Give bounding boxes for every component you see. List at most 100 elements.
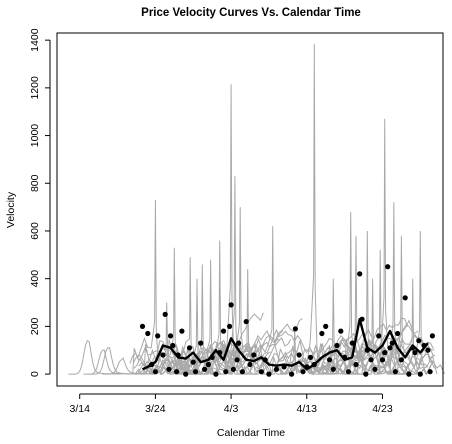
data-point	[330, 366, 336, 372]
data-point	[227, 323, 233, 329]
chart-title: Price Velocity Curves Vs. Calendar Time	[141, 7, 361, 19]
data-point	[359, 316, 365, 322]
data-point	[243, 319, 249, 325]
x-tick-label: 4/13	[297, 403, 318, 415]
data-point	[296, 352, 302, 358]
data-point	[427, 369, 433, 375]
data-point	[398, 357, 404, 363]
data-point	[311, 361, 317, 368]
individual-curve	[293, 357, 364, 375]
individual-curve	[134, 355, 211, 376]
y-axis: 0 200 400 600 800 1000 1200 1400	[29, 28, 51, 377]
data-point	[205, 361, 211, 368]
data-point	[363, 371, 369, 377]
y-tick-label: 400	[29, 270, 41, 288]
x-tick-label: 3/14	[69, 403, 90, 415]
data-point	[412, 350, 418, 356]
data-point	[338, 328, 344, 334]
individual-curve	[68, 339, 122, 375]
data-point	[166, 366, 172, 372]
data-point	[266, 371, 272, 377]
data-point	[326, 357, 333, 363]
data-point	[213, 371, 219, 377]
individual-curve	[214, 356, 246, 370]
data-point	[149, 361, 155, 368]
individual-curve	[306, 357, 357, 374]
data-point	[217, 350, 223, 356]
data-point	[170, 342, 176, 349]
data-point	[300, 369, 306, 375]
data-point	[230, 366, 236, 372]
individual-curve	[291, 43, 340, 375]
data-point	[220, 328, 227, 334]
data-point	[425, 347, 431, 353]
data-point	[183, 371, 189, 377]
data-point	[236, 340, 242, 346]
individual-curve	[327, 211, 376, 375]
data-point	[160, 352, 166, 358]
data-point	[372, 366, 378, 372]
individual-curve	[275, 357, 330, 376]
data-point	[342, 354, 348, 360]
data-point	[239, 369, 245, 375]
data-point	[247, 361, 253, 368]
data-point	[382, 350, 388, 356]
data-point	[234, 357, 240, 363]
individual-curve	[374, 354, 436, 372]
data-point	[368, 357, 374, 363]
y-tick-label: 800	[29, 174, 41, 192]
data-point	[139, 323, 146, 329]
data-point	[273, 366, 280, 372]
data-point	[389, 340, 395, 346]
individual-curve	[249, 226, 298, 375]
data-point	[364, 347, 370, 353]
data-point	[281, 364, 287, 370]
data-point	[334, 342, 340, 349]
data-point	[190, 359, 196, 365]
data-point	[417, 371, 423, 377]
data-point	[175, 352, 181, 358]
data-point	[353, 361, 359, 368]
individual-curve	[167, 257, 215, 375]
data-point	[251, 352, 257, 358]
data-point	[385, 264, 391, 270]
data-point	[395, 330, 401, 337]
data-point	[416, 338, 422, 344]
data-point	[304, 364, 310, 370]
data-point	[406, 371, 412, 377]
data-point	[228, 302, 234, 308]
data-point	[198, 340, 204, 346]
y-tick-label: 200	[29, 317, 41, 335]
data-point	[174, 369, 180, 375]
y-tick-label: 1400	[29, 28, 41, 52]
individual-curve	[350, 317, 409, 375]
x-tick-label: 4/23	[372, 403, 393, 415]
data-point	[258, 369, 264, 375]
individual-curve	[88, 347, 142, 375]
y-axis-label: Velocity	[5, 191, 17, 228]
data-point	[323, 323, 329, 329]
data-point	[421, 342, 427, 349]
data-point	[429, 333, 435, 339]
individual-curve	[354, 334, 434, 375]
data-point	[179, 328, 185, 334]
data-point	[307, 354, 314, 360]
individual-curves-layer	[68, 43, 445, 376]
data-point	[357, 271, 363, 277]
data-point	[402, 295, 408, 301]
data-point	[319, 330, 325, 337]
data-point	[145, 330, 151, 337]
y-tick-label: 0	[29, 371, 41, 377]
data-point	[387, 345, 393, 351]
y-tick-label: 1000	[29, 124, 41, 148]
data-point	[202, 366, 208, 372]
data-point	[410, 345, 416, 351]
data-point	[376, 333, 382, 339]
points-layer	[139, 264, 435, 377]
y-tick-label: 600	[29, 222, 41, 240]
plot-frame	[56, 32, 444, 387]
data-point	[392, 369, 398, 375]
data-point	[209, 354, 215, 360]
data-point	[162, 311, 168, 317]
